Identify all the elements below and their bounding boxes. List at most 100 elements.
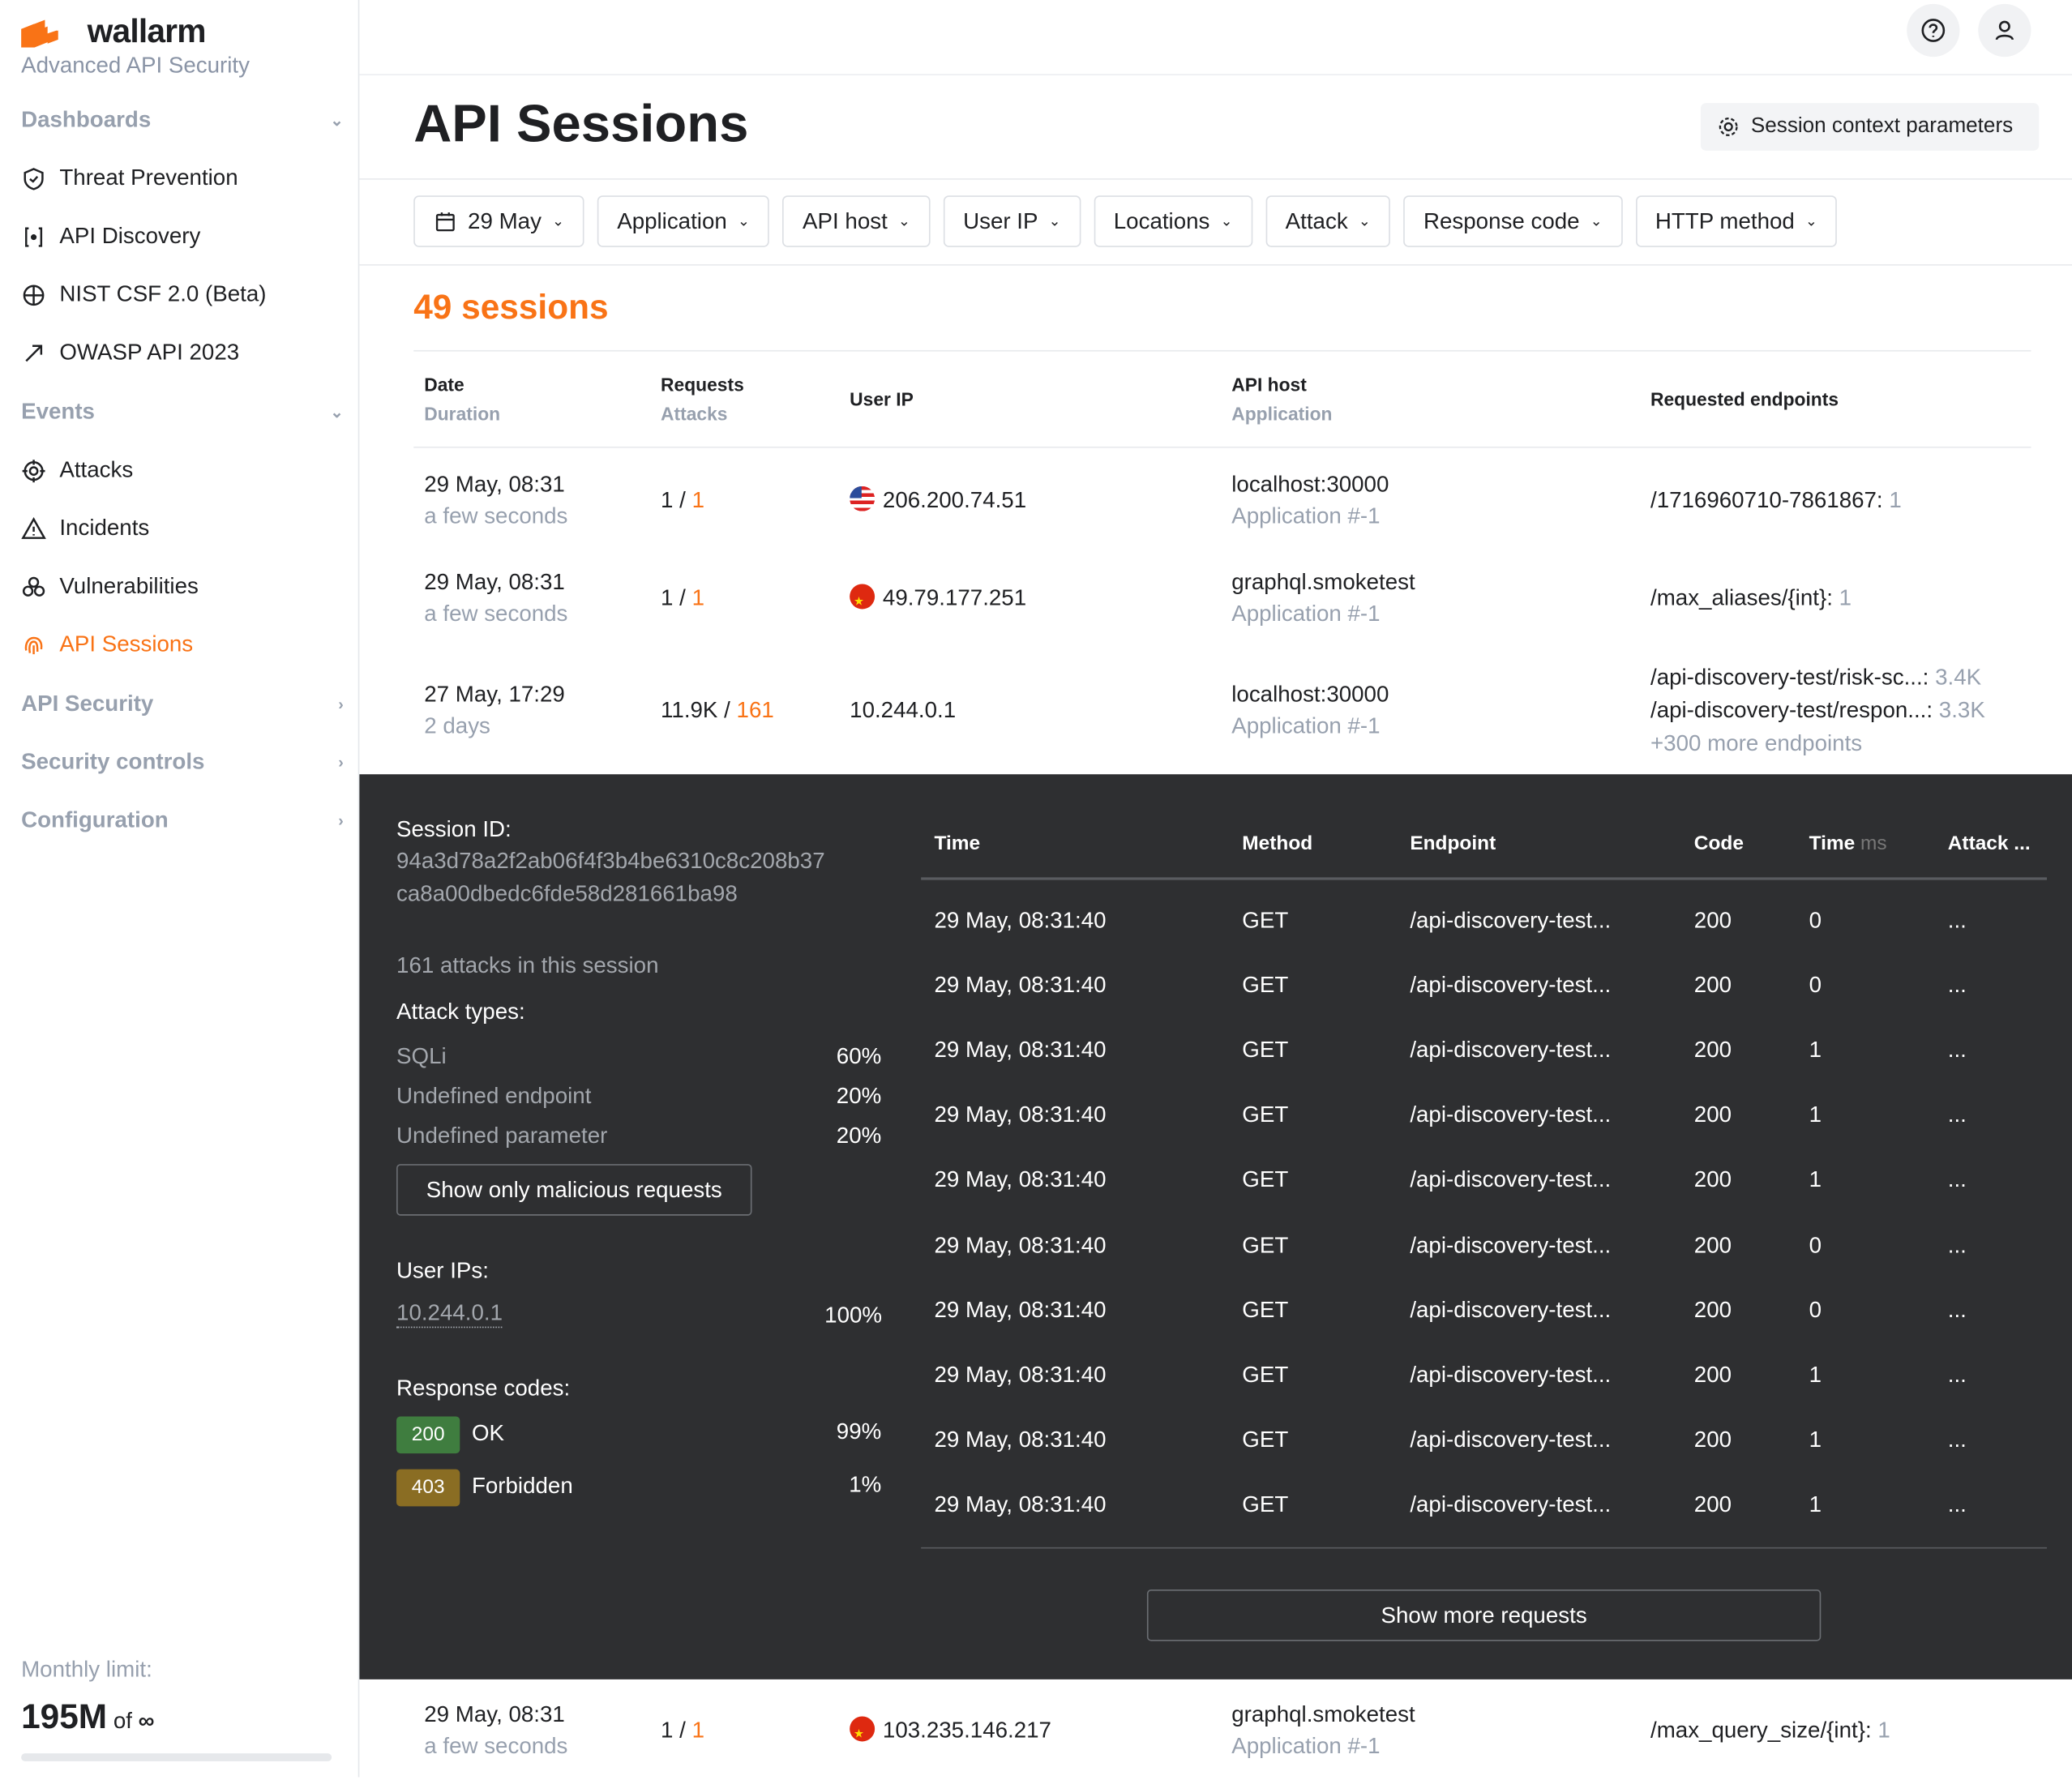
section-dashboards[interactable]: Dashboards ⌄ <box>21 107 344 134</box>
help-button[interactable] <box>1907 3 1960 58</box>
col-endpoints[interactable]: Requested endpoints <box>1650 388 1839 410</box>
section-configuration[interactable]: Configuration › <box>21 807 344 834</box>
requests: 1 <box>661 487 674 513</box>
filter-date[interactable]: 29 May ⌄ <box>413 195 584 247</box>
sidebar-item-vulnerabilities[interactable]: Vulnerabilities <box>21 573 199 600</box>
filter-http-method[interactable]: HTTP method ⌄ <box>1635 195 1838 247</box>
application: Application #-1 <box>1231 713 1381 739</box>
sidebar-item-nist[interactable]: NIST CSF 2.0 (Beta) <box>21 281 266 308</box>
req-col-code[interactable]: Code <box>1693 832 1744 855</box>
request-method: GET <box>1242 1232 1289 1258</box>
request-time: 29 May, 08:31:40 <box>934 1491 1107 1517</box>
request-row[interactable]: 29 May, 08:31:40 GET/api-discovery-test..… <box>933 1297 2057 1362</box>
request-method: GET <box>1242 1037 1289 1063</box>
request-endpoint: /api-discovery-test... <box>1410 1427 1612 1453</box>
sessions-count: 49 sessions <box>413 286 609 327</box>
request-endpoint: /api-discovery-test... <box>1410 972 1612 998</box>
session-context-parameters-button[interactable]: Session context parameters <box>1700 103 2040 151</box>
req-col-method[interactable]: Method <box>1242 832 1313 855</box>
cn-flag-icon <box>850 584 875 618</box>
requests-attacks: 11.9K / 161 <box>661 697 774 723</box>
duration: a few seconds <box>424 503 568 529</box>
request-row[interactable]: 29 May, 08:31:40 GET/api-discovery-test..… <box>933 908 2057 973</box>
filter-user-ip[interactable]: User IP ⌄ <box>943 195 1081 247</box>
sidebar-item-attacks[interactable]: Attacks <box>21 457 133 484</box>
request-row[interactable]: 29 May, 08:31:40 GET/api-discovery-test..… <box>933 1167 2057 1232</box>
session-details-panel: Session ID: 94a3d78a2f2ab06f4f3b4be6310c… <box>359 774 2072 1679</box>
response-code-badge: 200 <box>396 1416 460 1454</box>
sidebar-item-threat-prevention[interactable]: Threat Prevention <box>21 165 238 192</box>
attack-type-name: SQLi <box>396 1043 447 1069</box>
endpoint[interactable]: /api-discovery-test/risk-sc...: 3.4K <box>1650 661 1981 694</box>
endpoint-path: /api-discovery-test/risk-sc...: <box>1650 664 1929 690</box>
request-row[interactable]: 29 May, 08:31:40 GET/api-discovery-test..… <box>933 1102 2057 1167</box>
section-api-security[interactable]: API Security › <box>21 691 344 718</box>
section-events[interactable]: Events ⌄ <box>21 399 344 426</box>
request-time: 29 May, 08:31:40 <box>934 1167 1107 1192</box>
request-row[interactable]: 29 May, 08:31:40 GET/api-discovery-test..… <box>933 973 2057 1038</box>
fingerprint-icon <box>24 635 43 654</box>
show-more-requests-button[interactable]: Show more requests <box>1146 1590 1822 1641</box>
session-id[interactable]: 94a3d78a2f2ab06f4f3b4be6310c8c208b37 <box>396 848 825 874</box>
owasp-icon <box>25 344 43 362</box>
request-attack: ... <box>1947 1491 1967 1517</box>
filter-locations[interactable]: Locations ⌄ <box>1094 195 1252 247</box>
col-api-host[interactable]: API host Application <box>1231 374 1333 425</box>
endpoint[interactable]: /max_query_size/{int}: 1 <box>1650 1714 1890 1747</box>
request-method: GET <box>1242 972 1289 998</box>
nist-icon <box>23 284 45 306</box>
response-code-pct: 1% <box>849 1471 882 1497</box>
req-col-duration[interactable]: Time ms <box>1809 832 1887 855</box>
sidebar-item-api-discovery[interactable]: API Discovery <box>21 223 200 250</box>
requests: 1 <box>661 1718 674 1744</box>
request-time: 29 May, 08:31:40 <box>934 1232 1107 1258</box>
section-security-controls[interactable]: Security controls › <box>21 749 344 776</box>
nav-label: Attacks <box>59 457 134 482</box>
user-ip-link[interactable]: 10.244.0.1 <box>396 1300 503 1329</box>
request-time: 29 May, 08:31:40 <box>934 972 1107 998</box>
request-row[interactable]: 29 May, 08:31:40 GET/api-discovery-test..… <box>933 1491 2057 1556</box>
request-row[interactable]: 29 May, 08:31:40 GET/api-discovery-test..… <box>933 1038 2057 1102</box>
filter-api-host[interactable]: API host ⌄ <box>782 195 931 247</box>
session-id-cont[interactable]: ca8a00dbedc6fde58d281661ba98 <box>396 881 738 907</box>
user-button[interactable] <box>1978 3 2031 58</box>
col-date[interactable]: Date Duration <box>424 374 501 425</box>
request-attack: ... <box>1947 1297 1967 1323</box>
response-codes-label: Response codes: <box>396 1375 571 1401</box>
calendar-icon <box>435 212 455 231</box>
endpoint-count: 1 <box>1889 487 1902 513</box>
col-user-ip[interactable]: User IP <box>850 388 914 410</box>
endpoint-count: 3.3K <box>1938 697 1985 723</box>
show-malicious-button[interactable]: Show only malicious requests <box>396 1164 752 1216</box>
request-row[interactable]: 29 May, 08:31:40 GET/api-discovery-test..… <box>933 1362 2057 1427</box>
request-time: 29 May, 08:31:40 <box>934 1362 1107 1388</box>
filter-response-code[interactable]: Response code ⌄ <box>1403 195 1623 247</box>
request-attack: ... <box>1947 1232 1967 1258</box>
request-ms: 1 <box>1809 1427 1822 1453</box>
req-col-time[interactable]: Time <box>934 832 981 855</box>
endpoint[interactable]: /max_aliases/{int}: 1 <box>1650 581 1852 614</box>
attack-type-name: Undefined endpoint <box>396 1083 592 1109</box>
sidebar-item-incidents[interactable]: Incidents <box>21 516 149 542</box>
filter-attack[interactable]: Attack ⌄ <box>1265 195 1391 247</box>
request-method: GET <box>1242 1362 1289 1388</box>
divider <box>921 877 2048 880</box>
wallarm-logo[interactable]: wallarm <box>21 13 206 51</box>
section-label: Security controls <box>21 749 205 775</box>
sidebar-item-owasp[interactable]: OWASP API 2023 <box>21 340 239 366</box>
req-col-endpoint[interactable]: Endpoint <box>1410 832 1496 855</box>
page-title: API Sessions <box>413 95 749 154</box>
chevron-right-icon: › <box>338 695 344 714</box>
req-col-attack[interactable]: Attack ... <box>1947 832 2031 855</box>
sidebar-item-api-sessions[interactable]: API Sessions <box>21 631 193 658</box>
more-endpoints-link[interactable]: +300 more endpoints <box>1650 730 1863 756</box>
request-method: GET <box>1242 907 1289 933</box>
request-row[interactable]: 29 May, 08:31:40 GET/api-discovery-test..… <box>933 1427 2057 1491</box>
endpoint[interactable]: /api-discovery-test/respon...: 3.3K <box>1650 694 1985 727</box>
endpoint[interactable]: /1716960710-7861867: 1 <box>1650 484 1902 517</box>
response-code-pct: 99% <box>836 1418 882 1444</box>
attacks: 161 <box>736 697 774 723</box>
filter-application[interactable]: Application ⌄ <box>597 195 770 247</box>
col-requests[interactable]: Requests Attacks <box>661 374 744 425</box>
request-row[interactable]: 29 May, 08:31:40 GET/api-discovery-test..… <box>933 1232 2057 1297</box>
